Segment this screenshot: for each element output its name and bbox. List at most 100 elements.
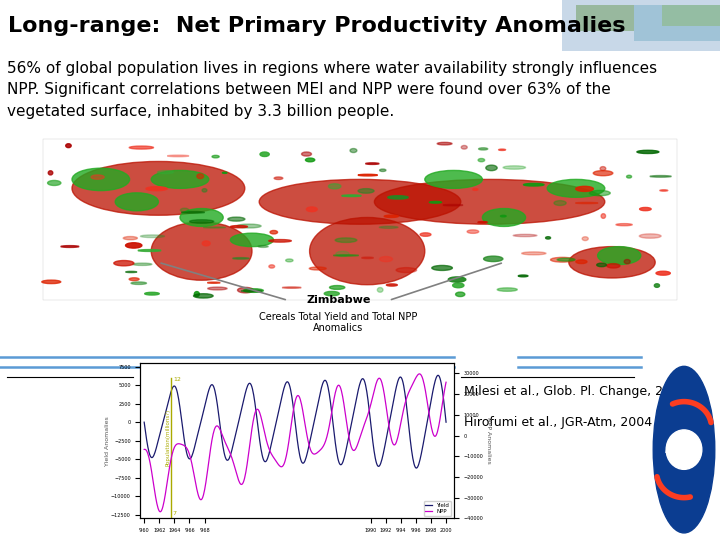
Ellipse shape (597, 263, 606, 267)
Ellipse shape (72, 168, 130, 191)
Ellipse shape (624, 260, 630, 264)
Ellipse shape (350, 148, 357, 153)
Text: Hirofumi et al., JGR-Atm, 2004: Hirofumi et al., JGR-Atm, 2004 (464, 416, 652, 429)
Ellipse shape (626, 176, 631, 178)
Ellipse shape (503, 166, 526, 169)
Ellipse shape (91, 175, 104, 179)
Ellipse shape (358, 174, 377, 176)
Ellipse shape (598, 247, 641, 265)
Ellipse shape (151, 171, 209, 188)
Ellipse shape (125, 243, 142, 248)
Ellipse shape (115, 193, 158, 211)
Ellipse shape (650, 176, 671, 177)
Ellipse shape (336, 251, 349, 256)
Ellipse shape (258, 246, 268, 247)
Text: Population(millions?): Population(millions?) (166, 408, 171, 465)
Ellipse shape (443, 205, 463, 206)
Ellipse shape (207, 282, 220, 284)
Ellipse shape (547, 179, 605, 197)
Ellipse shape (181, 212, 204, 213)
Ellipse shape (387, 284, 397, 286)
Ellipse shape (189, 220, 214, 223)
Ellipse shape (237, 224, 261, 228)
NPP (388, 438, 397, 445)
Ellipse shape (181, 208, 189, 212)
Text: Milesi et al., Glob. Pl. Change, 2005: Milesi et al., Glob. Pl. Change, 2005 (464, 384, 688, 397)
Ellipse shape (600, 167, 606, 171)
Ellipse shape (462, 145, 467, 149)
Circle shape (653, 366, 715, 533)
Ellipse shape (601, 214, 606, 218)
Ellipse shape (330, 286, 345, 289)
FancyBboxPatch shape (576, 5, 634, 31)
Ellipse shape (478, 221, 487, 223)
Ellipse shape (557, 258, 575, 261)
Ellipse shape (259, 179, 461, 224)
Ellipse shape (269, 240, 292, 242)
Ellipse shape (123, 237, 138, 240)
Ellipse shape (132, 263, 152, 266)
Ellipse shape (131, 282, 146, 285)
Ellipse shape (194, 294, 213, 298)
Ellipse shape (429, 201, 441, 203)
Ellipse shape (158, 171, 174, 174)
Ellipse shape (269, 265, 274, 268)
Ellipse shape (310, 218, 425, 285)
Ellipse shape (194, 292, 199, 296)
Ellipse shape (146, 187, 167, 191)
Ellipse shape (374, 179, 605, 224)
Ellipse shape (486, 165, 498, 171)
Ellipse shape (202, 241, 210, 246)
Ellipse shape (478, 159, 485, 161)
Ellipse shape (212, 156, 219, 158)
Text: 12: 12 (173, 377, 181, 382)
Ellipse shape (449, 277, 466, 282)
Line: NPP: NPP (144, 374, 446, 512)
Ellipse shape (130, 146, 153, 149)
Ellipse shape (342, 195, 361, 197)
Ellipse shape (207, 287, 227, 290)
Ellipse shape (482, 208, 526, 226)
Ellipse shape (307, 207, 318, 212)
Ellipse shape (180, 208, 223, 226)
Ellipse shape (379, 226, 398, 228)
Ellipse shape (361, 257, 374, 259)
Ellipse shape (48, 180, 61, 185)
Ellipse shape (513, 234, 537, 237)
Ellipse shape (546, 237, 551, 239)
Ellipse shape (420, 233, 431, 237)
Ellipse shape (522, 252, 546, 255)
Ellipse shape (453, 283, 464, 288)
Ellipse shape (432, 266, 452, 271)
Ellipse shape (523, 184, 544, 186)
Ellipse shape (590, 191, 611, 195)
Ellipse shape (228, 217, 245, 221)
Text: Zimbabwe: Zimbabwe (306, 295, 371, 305)
Ellipse shape (274, 177, 283, 179)
Ellipse shape (479, 148, 487, 150)
Ellipse shape (551, 258, 575, 262)
Ellipse shape (379, 256, 392, 262)
Ellipse shape (358, 188, 374, 193)
Ellipse shape (593, 171, 613, 176)
Yield (412, 465, 420, 471)
Ellipse shape (607, 264, 620, 268)
Ellipse shape (576, 260, 587, 264)
Ellipse shape (230, 226, 248, 228)
Ellipse shape (660, 190, 667, 191)
Ellipse shape (125, 272, 137, 273)
Ellipse shape (616, 224, 632, 226)
Ellipse shape (366, 163, 379, 165)
Ellipse shape (233, 258, 249, 259)
Ellipse shape (437, 143, 452, 145)
Yield (283, 379, 292, 385)
Ellipse shape (377, 287, 383, 292)
FancyBboxPatch shape (634, 5, 720, 41)
Yield (434, 372, 443, 379)
Ellipse shape (639, 234, 661, 238)
Ellipse shape (328, 184, 341, 189)
Ellipse shape (500, 215, 506, 217)
Yield (285, 382, 294, 388)
Legend: Yield, NPP: Yield, NPP (423, 501, 451, 516)
Y-axis label: Yield Anomalies: Yield Anomalies (104, 416, 109, 465)
